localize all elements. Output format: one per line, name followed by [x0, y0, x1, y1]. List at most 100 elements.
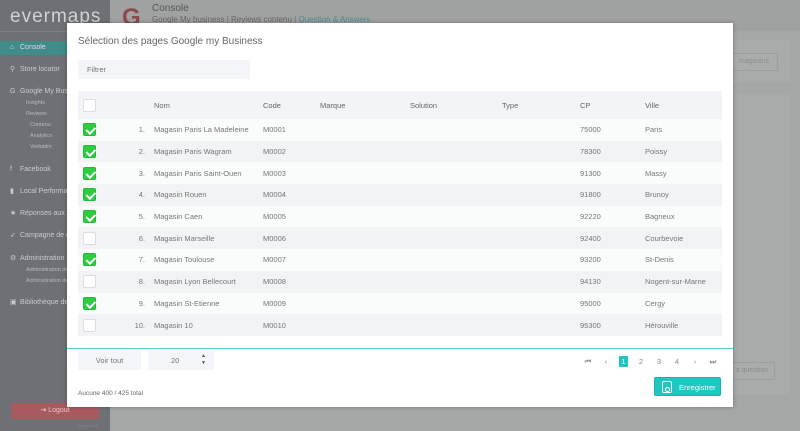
per-page-stepper[interactable]: 20 ▲ ▼ [148, 351, 214, 370]
sidebar-item-gmb[interactable]: G Google My Business [0, 85, 110, 99]
cell-nom: Magasin Marseille [154, 227, 263, 250]
breadcrumb: Google My business | Reviews contenu | Q… [152, 15, 371, 24]
page-4[interactable]: 4 [674, 357, 680, 366]
sidebar-sub-reviews[interactable]: Reviews [26, 111, 47, 117]
page-3[interactable]: 3 [656, 357, 662, 366]
logout-button[interactable]: ⇥ Logout [11, 403, 99, 419]
sidebar-item-bibliotheque[interactable]: ▣ Bibliothèque de médias [0, 296, 110, 310]
table-row[interactable]: 2. Magasin Paris Wagram M0002 78300 Poissy [78, 140, 722, 163]
cell-cp: 75000 [575, 119, 645, 141]
table-row[interactable]: 8. Magasin Lyon Bellecourt M0008 94130 Nogen… [78, 270, 722, 293]
cell-code: M0009 [263, 292, 320, 315]
row-number: 4. [108, 184, 154, 206]
page-2[interactable]: 2 [638, 357, 644, 366]
table-row[interactable]: 5. Magasin Caen M0005 92220 Bagneux [78, 205, 722, 228]
row-checkbox[interactable] [83, 231, 96, 245]
label: Bibliothèque de médias [20, 299, 93, 306]
row-number: 6. [108, 227, 154, 250]
voir-tout-button[interactable]: Voir tout [78, 351, 141, 370]
row-checkbox[interactable] [83, 188, 96, 202]
cell-solution [410, 205, 502, 228]
row-number: 7. [108, 249, 154, 271]
cell-code: M0004 [263, 184, 320, 206]
prev-page-icon[interactable]: ‹ [604, 357, 608, 366]
col-type[interactable]: Type [502, 91, 575, 119]
breadcrumb-gmb[interactable]: Google My business [152, 15, 225, 24]
sidebar-item-administration[interactable]: ⚙ Administration [0, 252, 110, 266]
row-checkbox[interactable] [83, 123, 96, 137]
row-checkbox[interactable] [83, 253, 96, 267]
first-page-icon[interactable]: ⏮ [584, 357, 592, 366]
cell-ville: St-Denis [645, 249, 722, 271]
row-number: 10. [108, 314, 154, 336]
cell-solution [410, 227, 502, 250]
sidebar-sub-insights[interactable]: Insights [26, 100, 45, 106]
table-row[interactable]: 7. Magasin Toulouse M0007 93200 St-Denis [78, 249, 722, 271]
row-checkbox[interactable] [83, 145, 96, 159]
pagination: ⏮ ‹ 1 2 3 4 › ⏭ [579, 356, 722, 367]
label: Store locator [20, 66, 60, 73]
table-row[interactable]: 9. Magasin St-Etienne M0009 95000 Cergy [78, 292, 722, 315]
row-checkbox[interactable] [83, 166, 96, 180]
cell-solution [410, 119, 502, 141]
sidebar-sub-admin-magasins[interactable]: Administration des magasins [26, 278, 97, 284]
star-icon: ★ [10, 210, 17, 217]
cell-code: M0001 [263, 119, 320, 141]
rocket-icon: ➶ [10, 232, 16, 239]
cell-ville: Poissy [645, 140, 722, 163]
bar-chart-icon: ▮ [10, 188, 14, 195]
divider [0, 31, 110, 32]
sidebar-item-campagne[interactable]: ➶ Campagne de diffusion [0, 229, 110, 243]
sidebar-sub-verbatim[interactable]: Verbatim [30, 144, 52, 150]
table-row[interactable]: 6. Magasin Marseille M0006 92400 Courbevoie [78, 227, 722, 250]
col-marque[interactable]: Marque [320, 91, 410, 119]
table-row[interactable]: 3. Magasin Paris Saint-Ouen M0003 91300 Mass… [78, 162, 722, 185]
spinner-arrows-icon[interactable]: ▲ ▼ [201, 353, 206, 366]
table-row[interactable]: 1. Magasin Paris La Madeleine M0001 75000 Pa… [78, 119, 722, 141]
row-checkbox[interactable] [83, 275, 96, 289]
col-code[interactable]: Code [263, 91, 320, 119]
cell-code: M0010 [263, 314, 320, 336]
row-number: 2. [108, 140, 154, 163]
label: Console [20, 44, 46, 51]
cell-solution [410, 314, 502, 336]
cell-solution [410, 162, 502, 185]
table-row[interactable]: 4. Magasin Rouen M0004 91800 Brunoy [78, 184, 722, 206]
page-1[interactable]: 1 [619, 356, 628, 367]
col-nom[interactable]: Nom [154, 91, 263, 119]
sidebar-sub-contenu[interactable]: Contenu [30, 122, 51, 128]
col-solution[interactable]: Solution [410, 91, 502, 119]
cell-nom: Magasin Toulouse [154, 249, 263, 271]
last-page-icon[interactable]: ⏭ [709, 357, 717, 366]
cell-code: M0007 [263, 249, 320, 271]
sidebar-sub-analytics[interactable]: Analytics [30, 133, 53, 139]
col-cp[interactable]: CP [575, 91, 645, 119]
col-ville[interactable]: Ville [645, 91, 722, 119]
row-checkbox[interactable] [83, 318, 96, 332]
cell-code: M0003 [263, 162, 320, 185]
cell-nom: Magasin Paris Saint-Ouen [154, 162, 263, 185]
sidebar-item-local-performance[interactable]: ▮ Local Performance [0, 185, 110, 199]
select-all-checkbox[interactable] [83, 98, 96, 112]
next-page-icon[interactable]: › [693, 357, 697, 366]
row-checkbox[interactable] [83, 296, 96, 310]
cell-nom: Magasin Paris Wagram [154, 140, 263, 163]
label: Logout [48, 407, 70, 414]
cell-cp: 95300 [575, 314, 645, 336]
sidebar-sub-admin-comptes[interactable]: Administration des comptes [26, 267, 94, 273]
logo: evermaps [10, 6, 102, 27]
filter-input[interactable] [78, 60, 250, 79]
divider [67, 348, 733, 349]
save-button[interactable]: Enregistrer [654, 377, 721, 396]
sidebar-item-store-locator[interactable]: ⚲ Store locator [0, 63, 110, 77]
breadcrumb-qa[interactable]: Question & Answers [298, 15, 371, 24]
cell-type [502, 205, 575, 228]
sidebar-item-facebook[interactable]: f Facebook [0, 163, 110, 177]
breadcrumb-reviews[interactable]: Reviews contenu [231, 15, 292, 24]
cell-marque [320, 205, 410, 228]
sidebar-item-reponses[interactable]: ★ Réponses aux avis [0, 207, 110, 221]
cell-marque [320, 119, 410, 141]
row-checkbox[interactable] [83, 210, 96, 224]
table-row[interactable]: 10. Magasin 10 M0010 95300 Hérouville [78, 314, 722, 336]
cell-solution [410, 184, 502, 206]
